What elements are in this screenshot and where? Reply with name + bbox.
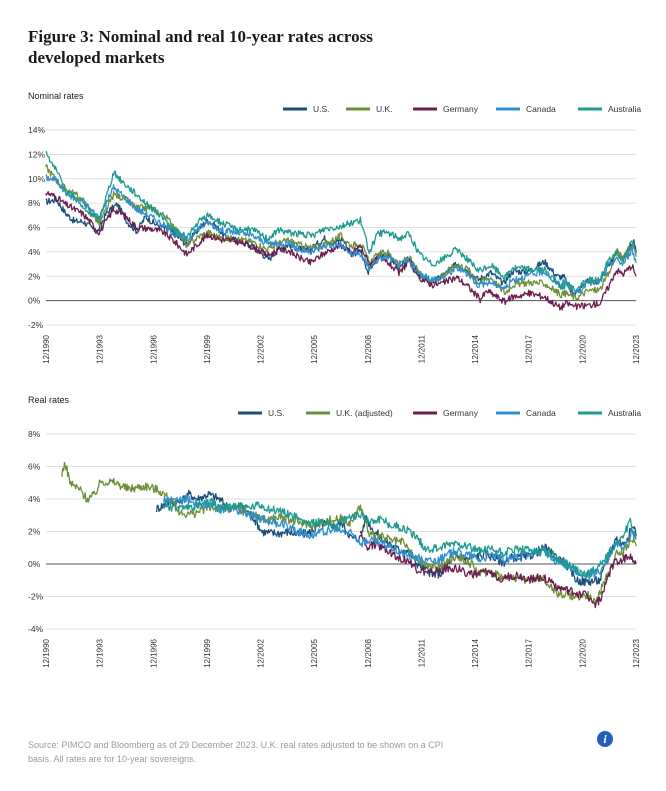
x-tick-label: 12/1993	[96, 638, 105, 667]
x-tick-label: 12/2011	[417, 334, 426, 363]
x-tick-label: 12/2014	[471, 334, 480, 363]
info-icon[interactable]: i	[597, 731, 613, 747]
x-tick-label: 12/1999	[203, 334, 212, 363]
legend-label-u-k: U.K.	[376, 104, 393, 114]
x-tick-label: 12/1990	[42, 638, 51, 667]
nominal-rates-label: Nominal rates	[28, 91, 84, 101]
x-tick-label: 12/2023	[632, 334, 641, 363]
legend-label-canada: Canada	[526, 104, 556, 114]
x-tick-label: 12/2005	[310, 334, 319, 363]
x-tick-label: 12/2002	[257, 638, 266, 667]
y-tick-label: 10%	[28, 174, 45, 184]
y-tick-label: 6%	[28, 462, 41, 472]
y-tick-label: 2%	[28, 527, 41, 537]
x-tick-label: 12/1996	[149, 334, 158, 363]
x-tick-label: 12/2014	[471, 638, 480, 667]
legend-label-germany: Germany	[443, 408, 479, 418]
y-tick-label: 8%	[28, 198, 41, 208]
y-tick-label: -2%	[28, 320, 44, 330]
series-line-germany	[359, 530, 637, 609]
y-tick-label: 6%	[28, 223, 41, 233]
legend-label-u-s: U.S.	[313, 104, 330, 114]
series-line-u-k-adjusted	[61, 461, 637, 604]
series-line-australia	[163, 497, 637, 580]
legend-label-u-s: U.S.	[268, 408, 285, 418]
x-tick-label: 12/1993	[96, 334, 105, 363]
series-line-u-k	[45, 164, 637, 302]
x-tick-label: 12/1999	[203, 638, 212, 667]
legend-label-canada: Canada	[526, 408, 556, 418]
x-tick-label: 12/2008	[364, 638, 373, 667]
x-tick-label: 12/2002	[257, 334, 266, 363]
x-tick-label: 12/2017	[525, 638, 534, 667]
y-tick-label: 0%	[28, 559, 41, 569]
x-tick-label: 12/1990	[42, 334, 51, 363]
x-tick-label: 12/2011	[417, 638, 426, 667]
x-tick-label: 12/1996	[149, 638, 158, 667]
real-rates-label: Real rates	[28, 395, 70, 405]
y-tick-label: 8%	[28, 429, 41, 439]
y-tick-label: -2%	[28, 592, 44, 602]
legend-label-australia: Australia	[608, 408, 641, 418]
x-tick-label: 12/2017	[525, 334, 534, 363]
figure-title: Figure 3: Nominal and real 10-year rates…	[28, 27, 373, 67]
legend-label-germany: Germany	[443, 104, 479, 114]
series-line-australia	[45, 151, 637, 292]
series-line-u-s	[45, 196, 637, 297]
series-line-germany	[45, 191, 637, 311]
y-tick-label: 4%	[28, 494, 41, 504]
legend-label-australia: Australia	[608, 104, 641, 114]
y-tick-label: 12%	[28, 149, 45, 159]
y-tick-label: 4%	[28, 247, 41, 257]
real-rates-chart: 8% 6% 4% 2% 0% -2% -4% 12/1990 12/1993 12/1996 12/…	[28, 408, 641, 668]
y-tick-label: 0%	[28, 296, 41, 306]
x-tick-label: 12/2008	[364, 334, 373, 363]
x-tick-label: 12/2020	[578, 334, 587, 363]
y-tick-label: 2%	[28, 271, 41, 281]
legend-label-u-k-adjusted: U.K. (adjusted)	[336, 408, 393, 418]
x-tick-label: 12/2023	[632, 638, 641, 667]
source-note: Source: PIMCO and Bloomberg as of 29 Dec…	[28, 740, 444, 764]
y-tick-label: -4%	[28, 624, 44, 634]
nominal-rates-chart: 14% 12% 10% 8% 6% 4% 2% 0% -2% 12/1990 12/1993 12/1…	[28, 104, 641, 364]
x-tick-label: 12/2020	[578, 638, 587, 667]
x-tick-label: 12/2005	[310, 638, 319, 667]
y-tick-label: 14%	[28, 125, 45, 135]
